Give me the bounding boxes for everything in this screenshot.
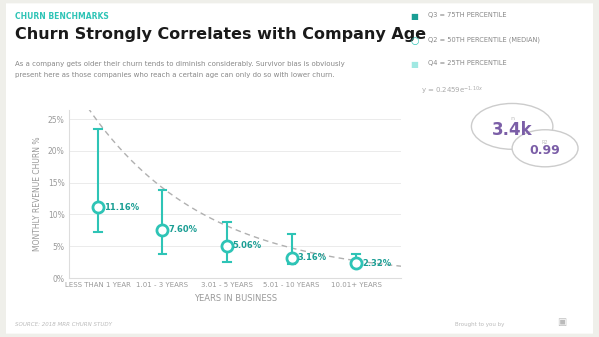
Circle shape — [512, 130, 578, 167]
Y-axis label: MONTHLY REVENUE CHURN %: MONTHLY REVENUE CHURN % — [34, 136, 43, 251]
Text: 7.60%: 7.60% — [168, 225, 197, 234]
Text: 3.4k: 3.4k — [492, 121, 533, 139]
Text: Q4 = 25TH PERCENTILE: Q4 = 25TH PERCENTILE — [428, 60, 507, 66]
Text: ▣: ▣ — [557, 317, 566, 327]
Text: 5.06%: 5.06% — [233, 241, 262, 250]
Circle shape — [471, 103, 553, 149]
X-axis label: YEARS IN BUSINESS: YEARS IN BUSINESS — [193, 294, 277, 303]
Text: R2: R2 — [542, 140, 548, 145]
Text: ○: ○ — [410, 36, 419, 46]
Text: SOURCE: 2018 MRR CHURN STUDY: SOURCE: 2018 MRR CHURN STUDY — [15, 322, 112, 327]
Text: ■: ■ — [410, 60, 418, 69]
Text: Q2 = 50TH PERCENTILE (MEDIAN): Q2 = 50TH PERCENTILE (MEDIAN) — [428, 36, 540, 42]
Text: 3.16%: 3.16% — [297, 253, 326, 263]
Text: 0.99: 0.99 — [530, 145, 561, 157]
Text: 2.32%: 2.32% — [362, 259, 391, 268]
Text: y = 0.2459e$^{-1.10x}$: y = 0.2459e$^{-1.10x}$ — [421, 85, 483, 97]
Text: 11.16%: 11.16% — [104, 203, 139, 212]
Text: ■: ■ — [410, 12, 418, 21]
Text: Q3 = 75TH PERCENTILE: Q3 = 75TH PERCENTILE — [428, 12, 507, 18]
Text: n: n — [510, 117, 514, 121]
Text: CHURN BENCHMARKS: CHURN BENCHMARKS — [15, 12, 109, 21]
Text: As a company gets older their churn tends to diminish considerably. Survivor bia: As a company gets older their churn tend… — [15, 61, 345, 67]
Text: Churn Strongly Correlates with Company Age: Churn Strongly Correlates with Company A… — [15, 27, 426, 42]
Text: Brought to you by: Brought to you by — [455, 322, 504, 327]
Text: present here as those companies who reach a certain age can only do so with lowe: present here as those companies who reac… — [15, 72, 335, 79]
